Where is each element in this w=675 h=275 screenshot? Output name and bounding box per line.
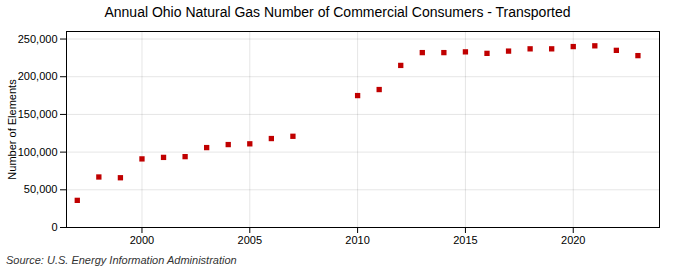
svg-text:250,000: 250,000 bbox=[18, 33, 58, 45]
svg-text:2010: 2010 bbox=[345, 234, 369, 246]
svg-text:150,000: 150,000 bbox=[18, 108, 58, 120]
svg-text:2000: 2000 bbox=[130, 234, 154, 246]
svg-text:0: 0 bbox=[51, 221, 57, 233]
svg-text:100,000: 100,000 bbox=[18, 146, 58, 158]
html-text:Source: U.S. Energy Informatio: Source: U.S. Energy Information Administ… bbox=[6, 254, 237, 266]
svg-text:50,000: 50,000 bbox=[24, 183, 58, 195]
svg-text:Number of Elements: Number of Elements bbox=[6, 79, 18, 180]
svg-text:2020: 2020 bbox=[561, 234, 585, 246]
html-text:Annual Ohio Natural Gas Number: Annual Ohio Natural Gas Number of Commer… bbox=[104, 4, 571, 20]
svg-text:2015: 2015 bbox=[453, 234, 477, 246]
svg-text:200,000: 200,000 bbox=[18, 70, 58, 82]
svg-text:2005: 2005 bbox=[238, 234, 262, 246]
